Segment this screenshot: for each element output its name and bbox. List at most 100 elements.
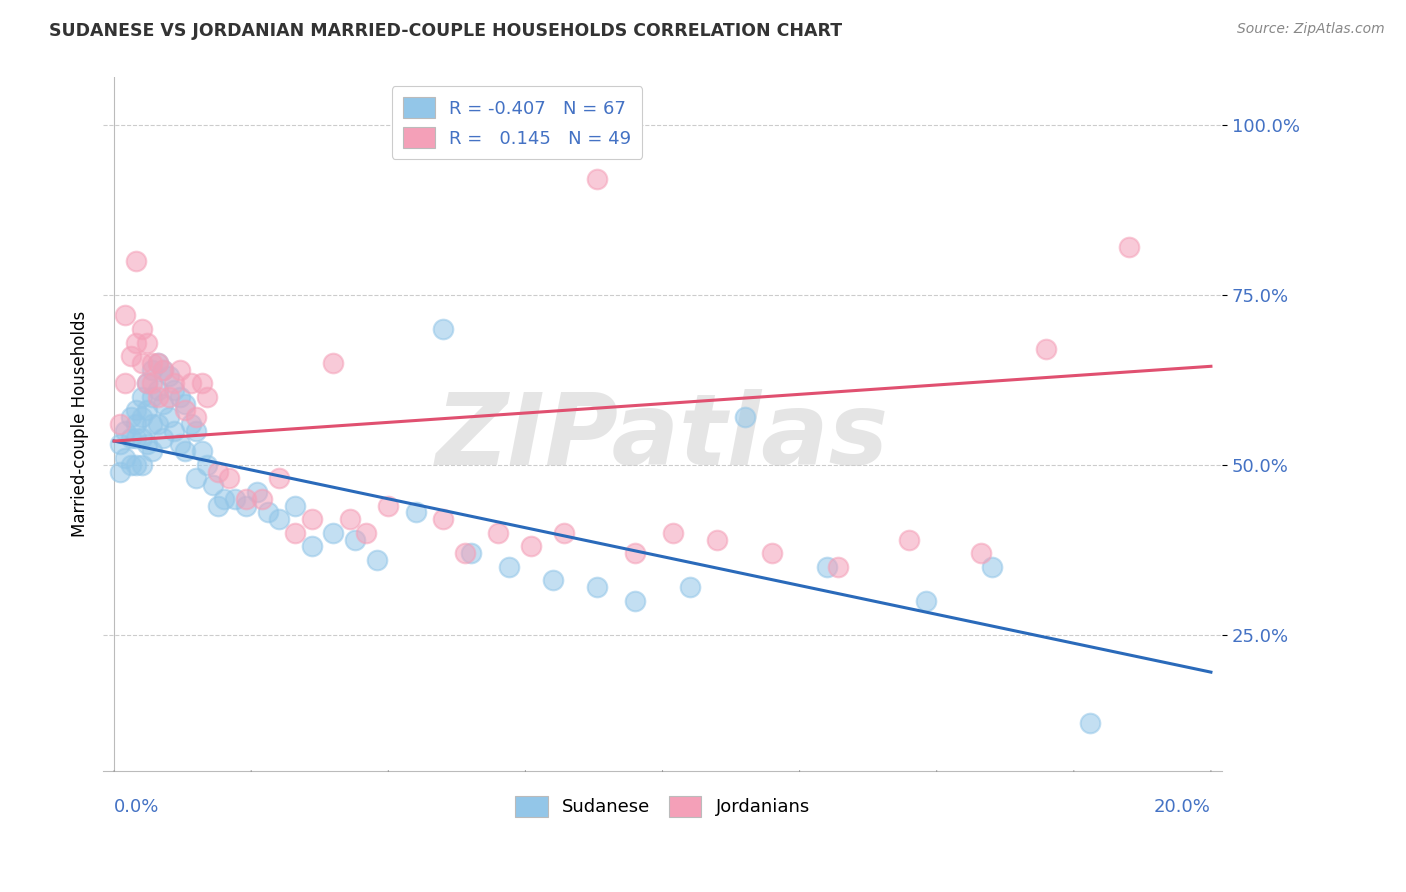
- Point: [174, 403, 197, 417]
- Point: [141, 376, 163, 391]
- Point: [377, 499, 399, 513]
- Point: [180, 417, 202, 431]
- Point: [339, 512, 361, 526]
- Point: [224, 491, 246, 506]
- Point: [120, 410, 142, 425]
- Point: [136, 437, 159, 451]
- Point: [136, 403, 159, 417]
- Point: [174, 397, 197, 411]
- Point: [141, 362, 163, 376]
- Point: [131, 458, 153, 472]
- Point: [1035, 343, 1057, 357]
- Point: [152, 362, 174, 376]
- Point: [152, 362, 174, 376]
- Point: [136, 376, 159, 391]
- Point: [585, 172, 607, 186]
- Point: [141, 390, 163, 404]
- Point: [120, 349, 142, 363]
- Legend: Sudanese, Jordanians: Sudanese, Jordanians: [508, 789, 817, 824]
- Point: [624, 546, 647, 560]
- Point: [585, 580, 607, 594]
- Point: [141, 417, 163, 431]
- Point: [250, 491, 273, 506]
- Point: [146, 417, 169, 431]
- Point: [108, 465, 131, 479]
- Point: [207, 465, 229, 479]
- Point: [914, 594, 936, 608]
- Point: [120, 431, 142, 445]
- Point: [301, 512, 323, 526]
- Point: [141, 444, 163, 458]
- Point: [157, 390, 180, 404]
- Point: [125, 403, 148, 417]
- Point: [131, 356, 153, 370]
- Point: [146, 356, 169, 370]
- Point: [301, 540, 323, 554]
- Point: [624, 594, 647, 608]
- Point: [114, 424, 136, 438]
- Point: [322, 525, 344, 540]
- Point: [235, 491, 257, 506]
- Point: [235, 499, 257, 513]
- Point: [163, 376, 186, 391]
- Point: [284, 499, 307, 513]
- Point: [146, 356, 169, 370]
- Point: [980, 559, 1002, 574]
- Point: [141, 356, 163, 370]
- Point: [195, 458, 218, 472]
- Text: Source: ZipAtlas.com: Source: ZipAtlas.com: [1237, 22, 1385, 37]
- Point: [662, 525, 685, 540]
- Point: [969, 546, 991, 560]
- Point: [256, 505, 278, 519]
- Point: [131, 431, 153, 445]
- Point: [191, 444, 214, 458]
- Point: [454, 546, 477, 560]
- Y-axis label: Married-couple Households: Married-couple Households: [72, 311, 89, 537]
- Point: [146, 383, 169, 397]
- Point: [898, 533, 921, 547]
- Point: [366, 553, 388, 567]
- Point: [174, 444, 197, 458]
- Point: [191, 376, 214, 391]
- Point: [344, 533, 367, 547]
- Point: [169, 437, 191, 451]
- Point: [125, 431, 148, 445]
- Point: [405, 505, 427, 519]
- Point: [125, 417, 148, 431]
- Point: [125, 254, 148, 268]
- Point: [541, 574, 564, 588]
- Point: [114, 451, 136, 466]
- Point: [114, 376, 136, 391]
- Point: [169, 362, 191, 376]
- Point: [827, 559, 849, 574]
- Point: [553, 525, 575, 540]
- Point: [131, 322, 153, 336]
- Point: [267, 512, 290, 526]
- Point: [734, 410, 756, 425]
- Text: 20.0%: 20.0%: [1154, 797, 1211, 816]
- Point: [131, 390, 153, 404]
- Point: [186, 424, 208, 438]
- Text: 0.0%: 0.0%: [114, 797, 159, 816]
- Point: [815, 559, 838, 574]
- Point: [432, 512, 454, 526]
- Point: [1118, 240, 1140, 254]
- Point: [460, 546, 482, 560]
- Point: [195, 390, 218, 404]
- Point: [284, 525, 307, 540]
- Point: [432, 322, 454, 336]
- Point: [679, 580, 702, 594]
- Point: [186, 471, 208, 485]
- Point: [761, 546, 783, 560]
- Point: [146, 390, 169, 404]
- Point: [186, 410, 208, 425]
- Point: [125, 335, 148, 350]
- Point: [152, 431, 174, 445]
- Point: [108, 437, 131, 451]
- Point: [356, 525, 378, 540]
- Point: [498, 559, 520, 574]
- Point: [157, 369, 180, 384]
- Point: [207, 499, 229, 513]
- Point: [163, 383, 186, 397]
- Point: [246, 485, 269, 500]
